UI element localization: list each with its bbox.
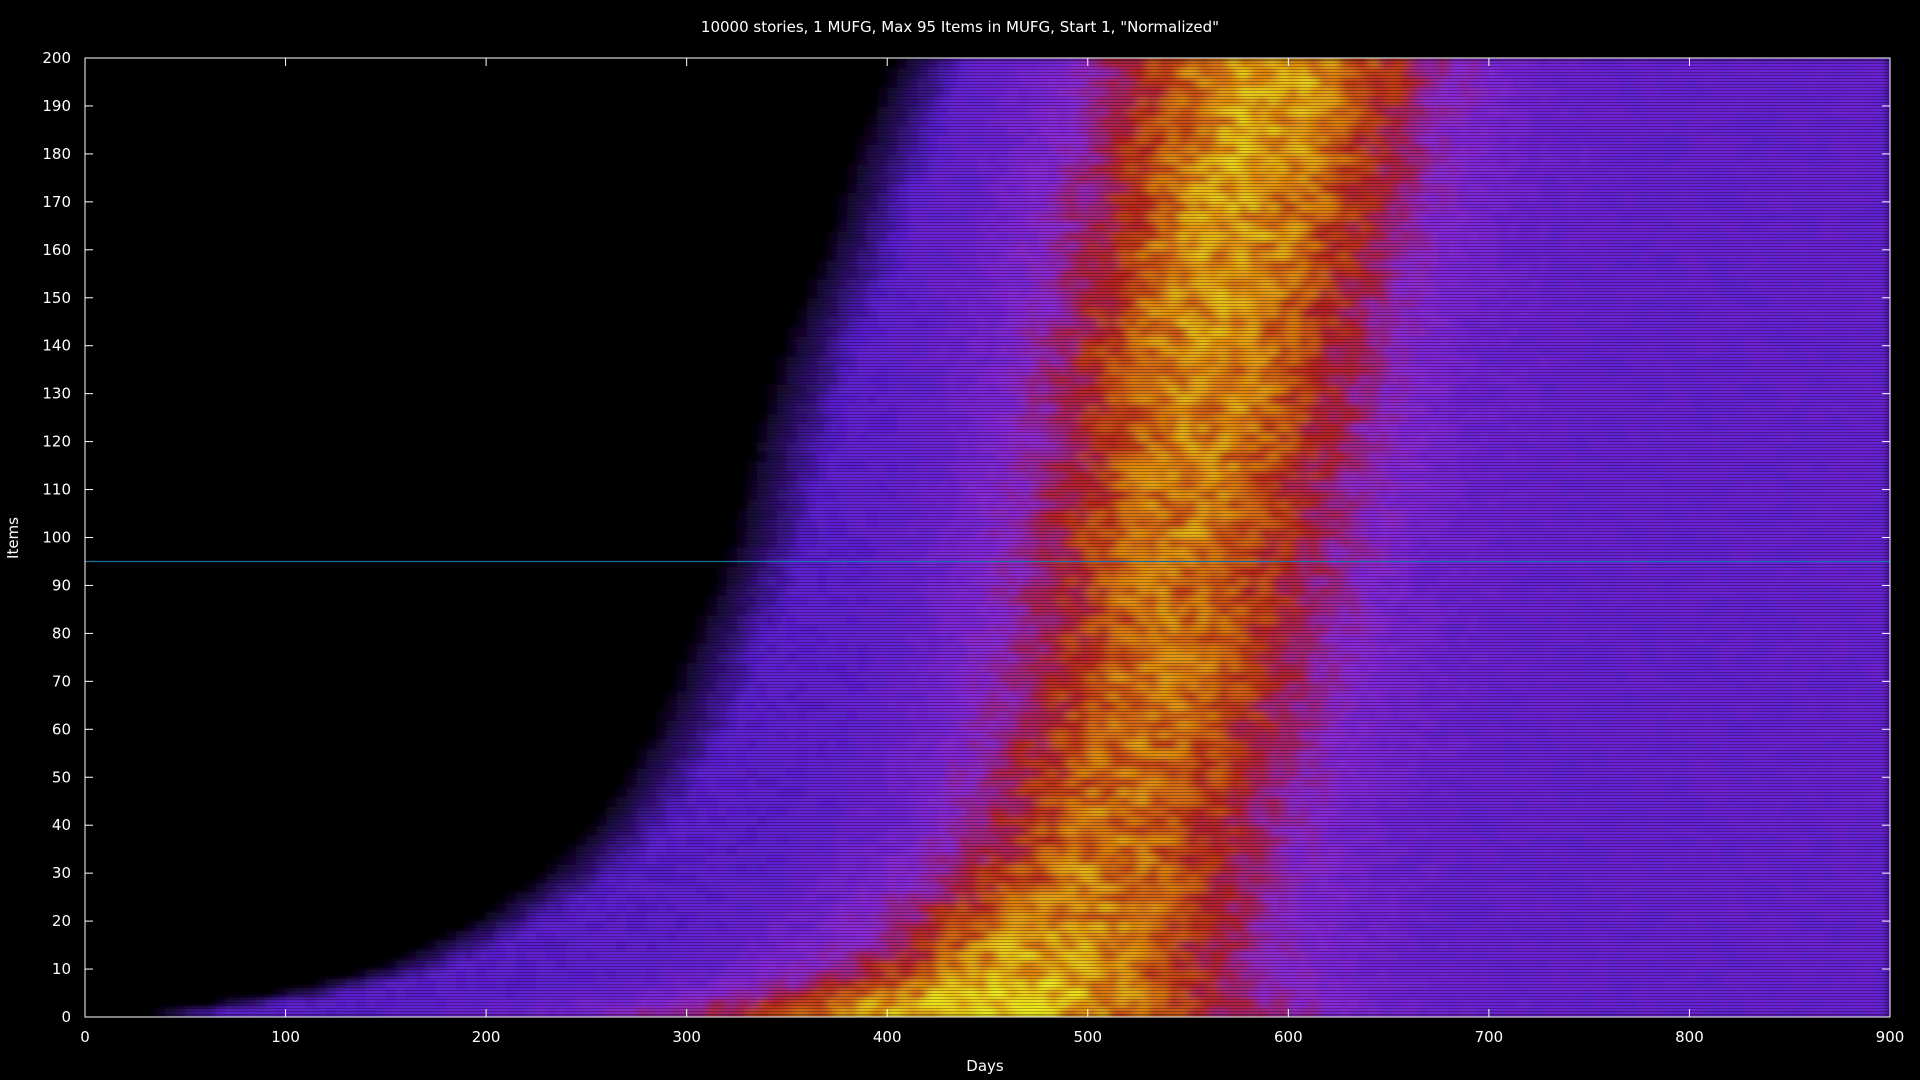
chart-title: 10000 stories, 1 MUFG, Max 95 Items in M… [701, 18, 1219, 36]
plot-area [85, 58, 1890, 1017]
